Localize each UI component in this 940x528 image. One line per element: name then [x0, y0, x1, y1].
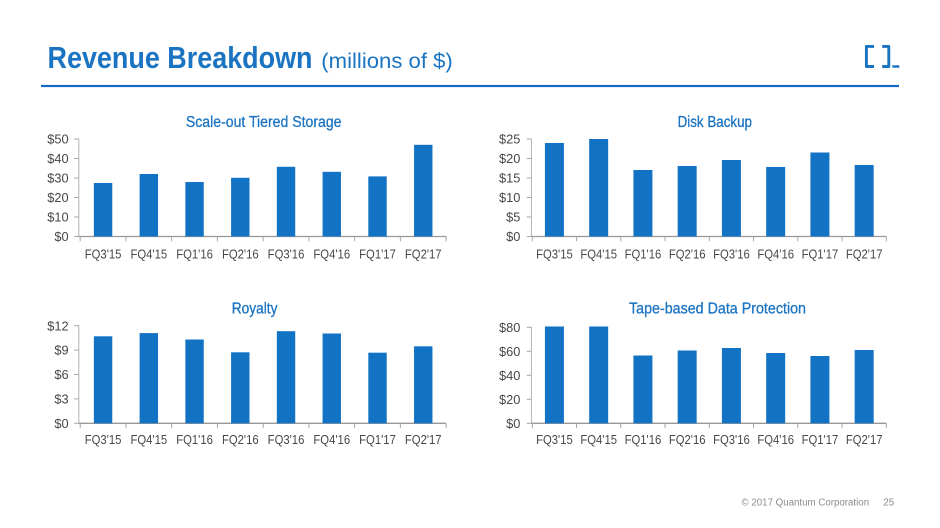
- svg-text:$0: $0: [506, 416, 520, 431]
- svg-text:FQ4'16: FQ4'16: [757, 432, 794, 447]
- svg-text:FQ2'16: FQ2'16: [222, 432, 259, 447]
- svg-text:FQ1'16: FQ1'16: [625, 247, 662, 262]
- svg-text:FQ3'16: FQ3'16: [268, 247, 305, 262]
- svg-text:FQ2'16: FQ2'16: [669, 247, 706, 262]
- svg-text:FQ4'15: FQ4'15: [130, 247, 167, 262]
- svg-text:FQ2'17: FQ2'17: [846, 432, 883, 447]
- svg-text:$10: $10: [47, 210, 68, 225]
- svg-text:FQ2'16: FQ2'16: [669, 432, 706, 447]
- svg-text:$30: $30: [47, 171, 68, 186]
- svg-text:FQ3'15: FQ3'15: [85, 432, 122, 447]
- svg-text:Disk Backup: Disk Backup: [678, 114, 752, 131]
- svg-text:© 2017 Quantum Corporation: © 2017 Quantum Corporation: [742, 498, 870, 509]
- svg-text:Revenue Breakdown: Revenue Breakdown: [48, 41, 313, 75]
- svg-text:FQ3'15: FQ3'15: [536, 247, 573, 262]
- svg-text:$0: $0: [54, 229, 68, 244]
- svg-text:$3: $3: [54, 392, 68, 407]
- svg-text:$10: $10: [499, 190, 520, 205]
- svg-text:FQ1'17: FQ1'17: [802, 432, 839, 447]
- svg-text:FQ3'16: FQ3'16: [268, 432, 305, 447]
- svg-text:$12: $12: [47, 318, 68, 333]
- svg-text:Scale-out Tiered Storage: Scale-out Tiered Storage: [186, 114, 342, 131]
- svg-text:25: 25: [883, 498, 894, 509]
- svg-text:$0: $0: [54, 416, 68, 431]
- svg-text:FQ4'16: FQ4'16: [757, 247, 794, 262]
- svg-text:FQ2'17: FQ2'17: [405, 247, 442, 262]
- svg-text:Royalty: Royalty: [232, 301, 278, 318]
- svg-text:FQ4'16: FQ4'16: [313, 432, 350, 447]
- svg-text:FQ4'15: FQ4'15: [580, 432, 617, 447]
- svg-text:FQ1'16: FQ1'16: [625, 432, 662, 447]
- svg-text:$25: $25: [499, 132, 520, 147]
- svg-text:FQ2'17: FQ2'17: [846, 247, 883, 262]
- svg-text:$5: $5: [506, 210, 520, 225]
- svg-text:FQ1'16: FQ1'16: [176, 432, 213, 447]
- svg-text:FQ4'16: FQ4'16: [313, 247, 350, 262]
- svg-text:FQ3'15: FQ3'15: [85, 247, 122, 262]
- svg-text:(millions of $): (millions of $): [321, 50, 453, 73]
- svg-text:$20: $20: [499, 151, 520, 166]
- svg-text:$60: $60: [499, 344, 520, 359]
- svg-text:FQ3'15: FQ3'15: [536, 432, 573, 447]
- svg-text:$50: $50: [47, 132, 68, 147]
- svg-text:$40: $40: [47, 151, 68, 166]
- svg-text:FQ4'15: FQ4'15: [580, 247, 617, 262]
- svg-text:$40: $40: [499, 368, 520, 383]
- svg-text:FQ2'17: FQ2'17: [405, 432, 442, 447]
- svg-text:Tape-based Data Protection: Tape-based Data Protection: [629, 301, 806, 318]
- svg-text:FQ1'17: FQ1'17: [359, 247, 396, 262]
- svg-text:$80: $80: [499, 320, 520, 335]
- svg-text:$20: $20: [47, 190, 68, 205]
- svg-text:$9: $9: [54, 343, 68, 358]
- svg-text:$15: $15: [499, 171, 520, 186]
- svg-text:FQ3'16: FQ3'16: [713, 432, 750, 447]
- svg-text:FQ2'16: FQ2'16: [222, 247, 259, 262]
- svg-text:$6: $6: [54, 367, 68, 382]
- svg-text:$20: $20: [499, 392, 520, 407]
- svg-text:FQ1'17: FQ1'17: [359, 432, 396, 447]
- svg-text:FQ3'16: FQ3'16: [713, 247, 750, 262]
- svg-text:FQ4'15: FQ4'15: [130, 432, 167, 447]
- svg-text:$0: $0: [506, 229, 520, 244]
- svg-text:FQ1'16: FQ1'16: [176, 247, 213, 262]
- svg-text:FQ1'17: FQ1'17: [802, 247, 839, 262]
